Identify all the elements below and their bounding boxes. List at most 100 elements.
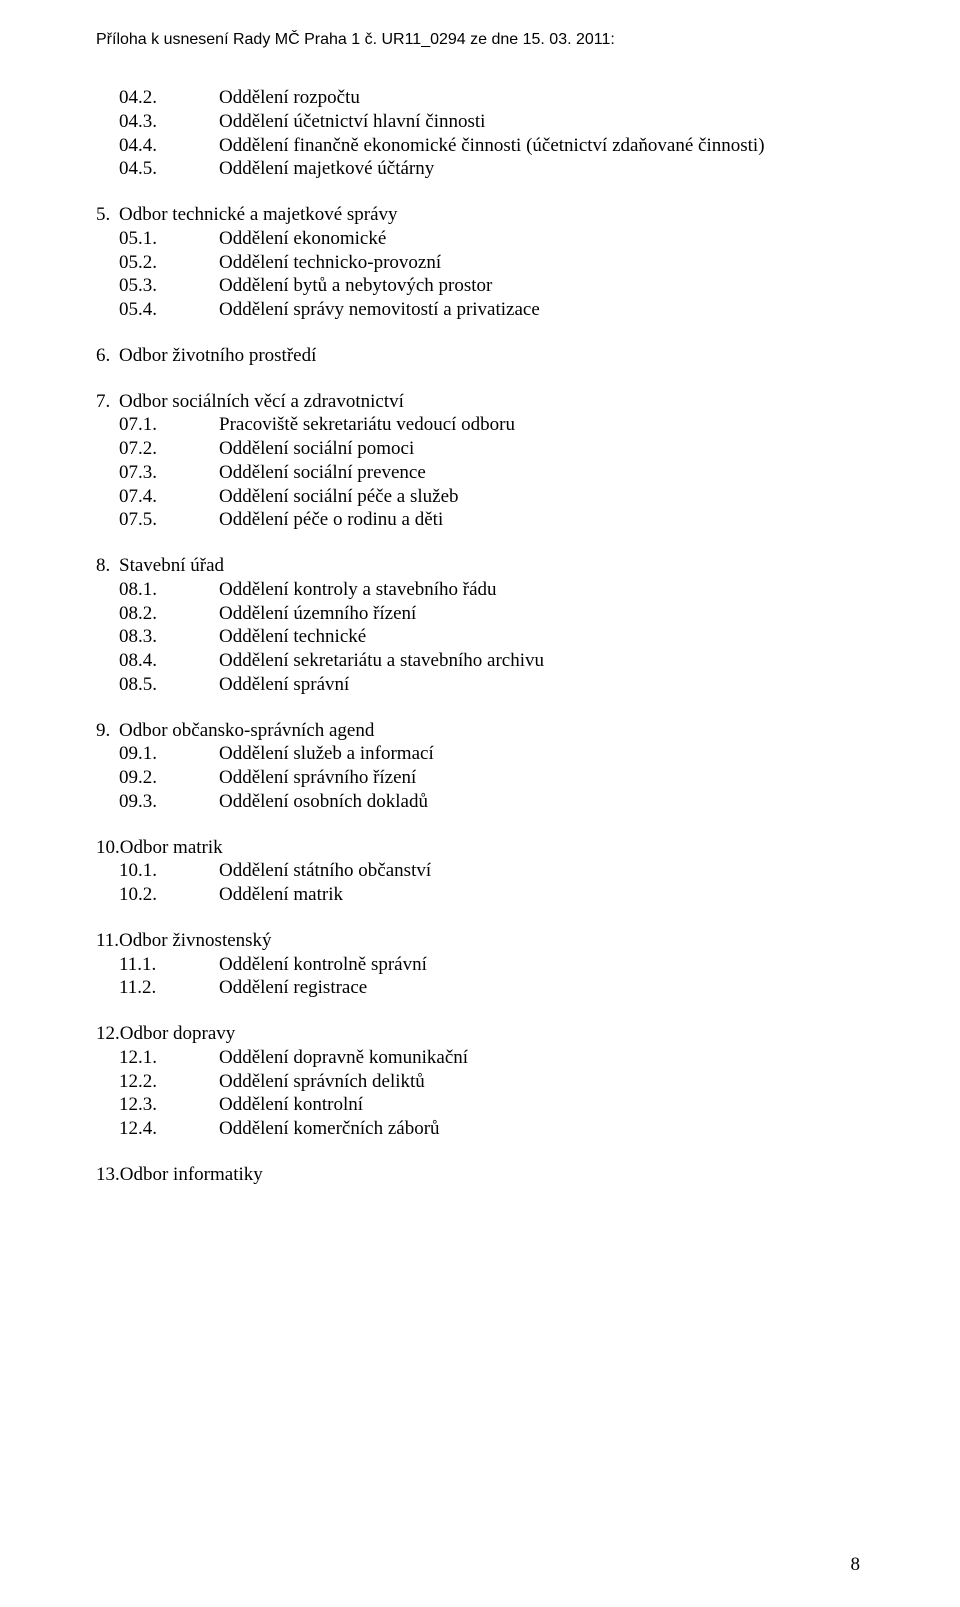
sub-item-text: Oddělení územního řízení [219,602,416,626]
sub-item-number: 11.2. [119,976,219,1000]
sub-item-text: Oddělení majetkové účtárny [219,157,434,181]
section-title: 9.Odbor občansko-správních agend [96,719,860,743]
sub-item-number: 08.3. [119,625,219,649]
section-title: 10. Odbor matrik [96,836,860,860]
sub-item: 10.1.Oddělení státního občanství [96,859,860,883]
section: 04.2.Oddělení rozpočtu04.3.Oddělení účet… [96,86,860,181]
section: 12. Odbor dopravy12.1.Oddělení dopravně … [96,1022,860,1141]
sub-item: 04.2.Oddělení rozpočtu [96,86,860,110]
section-title: 8.Stavební úřad [96,554,860,578]
sub-item-number: 08.2. [119,602,219,626]
sub-item: 12.1.Oddělení dopravně komunikační [96,1046,860,1070]
sub-item-text: Oddělení ekonomické [219,227,386,251]
sub-item: 11.2.Oddělení registrace [96,976,860,1000]
section-title-text: Odbor informatiky [120,1163,263,1187]
section-title: 13. Odbor informatiky [96,1163,860,1187]
sub-item: 10.2.Oddělení matrik [96,883,860,907]
sub-item-text: Oddělení účetnictví hlavní činnosti [219,110,485,134]
section-number: 7. [96,390,119,414]
sub-item-number: 07.5. [119,508,219,532]
sub-item-text: Oddělení matrik [219,883,343,907]
sub-item: 07.3.Oddělení sociální prevence [96,461,860,485]
section-number: 12. [96,1022,120,1046]
sub-item-number: 07.1. [119,413,219,437]
sub-item-number: 05.1. [119,227,219,251]
section-title-text: Odbor živnostenský [119,929,272,953]
sub-item-text: Oddělení kontrolní [219,1093,363,1117]
sub-item-number: 12.4. [119,1117,219,1141]
sub-item-text: Oddělení správní [219,673,349,697]
section: 9.Odbor občansko-správních agend09.1.Odd… [96,719,860,814]
sub-item: 08.4.Oddělení sekretariátu a stavebního … [96,649,860,673]
section-number: 8. [96,554,119,578]
sub-item-number: 08.5. [119,673,219,697]
sub-item-number: 04.3. [119,110,219,134]
section-title: 6.Odbor životního prostředí [96,344,860,368]
section-title: 11. Odbor živnostenský [96,929,860,953]
header-note: Příloha k usnesení Rady MČ Praha 1 č. UR… [96,30,860,50]
sub-item-number: 05.4. [119,298,219,322]
sub-item-text: Oddělení registrace [219,976,367,1000]
section-title: 12. Odbor dopravy [96,1022,860,1046]
sub-item: 08.5.Oddělení správní [96,673,860,697]
sub-item-text: Oddělení péče o rodinu a děti [219,508,443,532]
sub-item-text: Oddělení bytů a nebytových prostor [219,274,492,298]
sub-item: 09.3.Oddělení osobních dokladů [96,790,860,814]
section-title: 7.Odbor sociálních věcí a zdravotnictví [96,390,860,414]
sub-item-text: Oddělení správního řízení [219,766,416,790]
sub-item-number: 09.2. [119,766,219,790]
sub-item: 04.3.Oddělení účetnictví hlavní činnosti [96,110,860,134]
sub-item-number: 04.4. [119,134,219,158]
sub-item-text: Oddělení kontroly a stavebního řádu [219,578,497,602]
sub-item-number: 08.4. [119,649,219,673]
sub-item-number: 08.1. [119,578,219,602]
sub-item-number: 05.2. [119,251,219,275]
page-number: 8 [851,1553,861,1577]
sub-item: 07.5.Oddělení péče o rodinu a děti [96,508,860,532]
sub-item-number: 07.4. [119,485,219,509]
section: 6.Odbor životního prostředí [96,344,860,368]
sub-item-text: Pracoviště sekretariátu vedoucí odboru [219,413,515,437]
sub-item-text: Oddělení sociální pomoci [219,437,414,461]
sub-item: 07.4.Oddělení sociální péče a služeb [96,485,860,509]
sub-item-text: Oddělení kontrolně správní [219,953,427,977]
sub-item: 05.4.Oddělení správy nemovitostí a priva… [96,298,860,322]
sub-item: 09.2.Oddělení správního řízení [96,766,860,790]
sub-item: 09.1.Oddělení služeb a informací [96,742,860,766]
sub-item-number: 09.3. [119,790,219,814]
page: Příloha k usnesení Rady MČ Praha 1 č. UR… [0,0,960,1607]
sub-item: 05.2.Oddělení technicko-provozní [96,251,860,275]
sub-item: 07.2.Oddělení sociální pomoci [96,437,860,461]
sub-item-text: Oddělení komerčních záborů [219,1117,440,1141]
sub-item-number: 05.3. [119,274,219,298]
section-number: 9. [96,719,119,743]
sub-item-number: 11.1. [119,953,219,977]
sub-item: 04.4.Oddělení finančně ekonomické činnos… [96,134,860,158]
section-title: 5.Odbor technické a majetkové správy [96,203,860,227]
sub-item: 11.1.Oddělení kontrolně správní [96,953,860,977]
section: 11. Odbor živnostenský11.1.Oddělení kont… [96,929,860,1000]
sub-item-text: Oddělení služeb a informací [219,742,434,766]
sub-item-number: 07.2. [119,437,219,461]
section-title-text: Odbor technické a majetkové správy [119,203,398,227]
sub-item-text: Oddělení správy nemovitostí a privatizac… [219,298,540,322]
document-body: 04.2.Oddělení rozpočtu04.3.Oddělení účet… [96,86,860,1187]
sub-item: 12.4.Oddělení komerčních záborů [96,1117,860,1141]
section-number: 11. [96,929,119,953]
sub-item: 08.2.Oddělení územního řízení [96,602,860,626]
sub-item-number: 07.3. [119,461,219,485]
section: 7.Odbor sociálních věcí a zdravotnictví0… [96,390,860,533]
sub-item-text: Oddělení technicko-provozní [219,251,441,275]
section-number: 10. [96,836,120,860]
section: 10. Odbor matrik10.1.Oddělení státního o… [96,836,860,907]
section-title-text: Stavební úřad [119,554,224,578]
section-title-text: Odbor matrik [120,836,223,860]
sub-item-number: 12.3. [119,1093,219,1117]
sub-item: 12.3.Oddělení kontrolní [96,1093,860,1117]
sub-item-number: 04.2. [119,86,219,110]
sub-item-number: 12.1. [119,1046,219,1070]
sub-item-text: Oddělení technické [219,625,366,649]
sub-item-number: 09.1. [119,742,219,766]
section-number: 6. [96,344,119,368]
sub-item-text: Oddělení sociální péče a služeb [219,485,459,509]
